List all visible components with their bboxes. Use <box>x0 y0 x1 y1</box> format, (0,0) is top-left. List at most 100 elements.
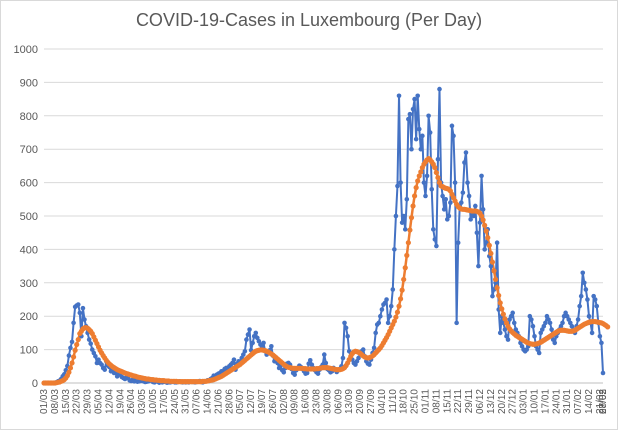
data-point-daily <box>307 357 313 363</box>
data-point-daily <box>68 345 73 351</box>
x-tick-label: 26/04 <box>126 389 137 414</box>
data-point-daily <box>421 180 427 185</box>
data-point-daily <box>253 330 259 336</box>
data-point-daily <box>398 180 403 185</box>
y-axis-ticks: 0 100 200 300 400 500 600 700 800 900 1000 <box>14 44 38 390</box>
data-point-daily <box>86 337 92 342</box>
data-point-daily <box>549 327 554 332</box>
data-point-average <box>482 222 488 228</box>
data-point-daily <box>586 313 592 319</box>
data-point-daily <box>474 230 480 235</box>
data-point-daily <box>371 345 377 351</box>
data-point-daily <box>490 293 495 299</box>
y-tick-label: 900 <box>20 77 38 89</box>
x-tick-label: 07/02 <box>573 389 584 414</box>
x-tick-label: 13/09 <box>344 389 355 414</box>
x-tick-label: 03/05 <box>137 389 148 414</box>
data-point-daily <box>471 213 477 219</box>
x-tick-label: 02/08 <box>279 389 290 414</box>
data-point-daily <box>511 320 517 326</box>
data-point-daily <box>426 113 431 119</box>
data-point-daily <box>323 360 329 366</box>
data-point-daily <box>578 293 584 299</box>
x-axis-ticks: 01/03 08/03 15/03 22/03 29/03 05/04 12/04 19/04… <box>39 382 609 414</box>
data-point-daily <box>66 353 72 358</box>
data-point-daily <box>342 320 347 326</box>
data-point-daily <box>69 339 75 345</box>
data-point-daily <box>412 96 417 102</box>
data-point-average <box>396 303 402 309</box>
x-tick-label: 03/01 <box>519 389 530 414</box>
data-point-daily <box>597 333 603 339</box>
x-tick-label: 28/06 <box>224 389 235 414</box>
chart-title: COVID-19-Cases in Luxembourg (Per Day) <box>135 10 483 30</box>
y-tick-label: 500 <box>20 211 38 223</box>
data-point-daily <box>479 173 484 179</box>
data-point-daily <box>390 287 396 292</box>
data-point-daily <box>599 340 604 346</box>
data-point-daily <box>269 343 274 349</box>
data-point-daily <box>388 303 394 309</box>
x-tick-label: 06/12 <box>475 389 486 414</box>
data-point-daily <box>435 156 441 162</box>
data-point-average <box>393 314 399 320</box>
data-point-daily <box>71 320 76 326</box>
y-tick-label: 700 <box>20 144 38 156</box>
data-point-daily <box>476 263 481 269</box>
x-tick-label: 11/10 <box>388 389 399 414</box>
data-point-daily <box>448 200 453 205</box>
data-point-average <box>433 169 439 176</box>
y-tick-label: 1000 <box>14 44 38 56</box>
data-point-daily <box>399 220 405 225</box>
data-point-daily <box>575 317 581 322</box>
data-point-daily <box>536 350 542 356</box>
data-point-daily <box>560 320 565 326</box>
data-point-average <box>491 268 497 274</box>
data-point-average <box>480 217 486 223</box>
x-tick-label: 27/12 <box>508 389 519 414</box>
data-point-daily <box>437 86 442 92</box>
data-point-daily <box>443 197 449 202</box>
data-point-average <box>404 252 410 259</box>
data-point-daily <box>480 207 486 212</box>
data-point-daily <box>395 183 400 189</box>
x-tick-label: 24/01 <box>551 389 562 414</box>
data-point-daily <box>401 213 406 219</box>
data-point-daily <box>392 247 397 252</box>
data-point-daily <box>482 247 487 252</box>
x-tick-label: 22/11 <box>453 389 464 414</box>
data-point-daily <box>404 197 410 202</box>
data-point-daily <box>407 111 413 117</box>
x-tick-label: 31/05 <box>181 389 192 414</box>
data-point-average <box>405 240 411 246</box>
data-point-daily <box>416 126 422 132</box>
data-point-daily <box>463 150 469 155</box>
data-point-daily <box>406 116 411 122</box>
data-point-average <box>416 173 422 179</box>
y-tick-label: 300 <box>20 278 38 290</box>
data-point-daily <box>600 370 606 376</box>
data-point-daily <box>242 348 248 354</box>
data-point-average <box>485 235 491 241</box>
x-tick-label: 22/03 <box>72 389 83 414</box>
data-point-daily <box>418 146 424 152</box>
data-point-daily <box>580 270 586 276</box>
data-point-daily <box>261 340 266 346</box>
x-tick-label: 17/05 <box>159 389 170 414</box>
data-point-daily <box>367 362 372 367</box>
data-point-average <box>397 296 404 302</box>
data-point-average <box>402 265 408 271</box>
data-point-daily <box>594 303 600 309</box>
data-point-average <box>418 169 424 175</box>
data-point-average <box>70 354 77 360</box>
data-point-daily <box>585 297 590 302</box>
x-tick-label: 12/07 <box>246 389 257 414</box>
data-point-daily <box>360 347 366 352</box>
data-point-daily <box>102 367 108 372</box>
data-point-daily <box>429 186 435 192</box>
x-tick-label: 27/09 <box>366 389 377 414</box>
data-point-daily <box>343 325 349 331</box>
data-point-average <box>401 276 407 283</box>
data-point-average <box>488 250 494 257</box>
